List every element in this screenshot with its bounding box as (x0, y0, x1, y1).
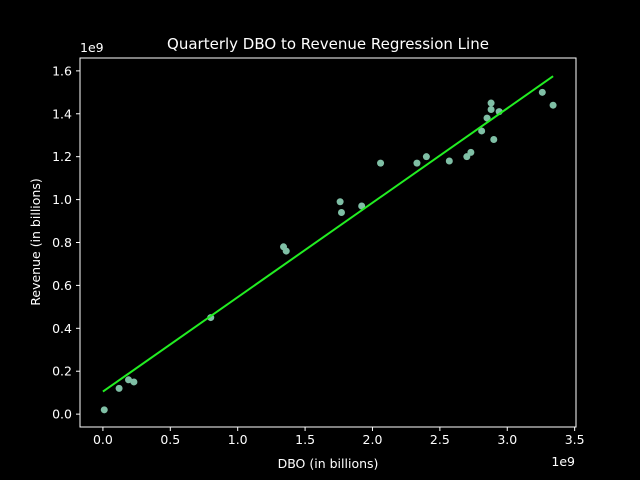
x-tick-label: 1.5 (295, 432, 315, 447)
data-point (377, 159, 385, 167)
regression-line (102, 75, 554, 393)
y-tick-label: 0.0 (52, 407, 72, 422)
data-point (125, 376, 133, 384)
x-tick-label: 0.0 (93, 432, 113, 447)
data-point (413, 159, 421, 167)
data-point (483, 114, 491, 122)
x-tick-label: 2.0 (363, 432, 383, 447)
data-point (358, 202, 366, 210)
x-axis-label: DBO (in billions) (278, 456, 379, 471)
y-tick-label: 0.8 (52, 235, 72, 250)
y-tick-label: 0.6 (52, 278, 72, 293)
y-tick-label: 1.0 (52, 192, 72, 207)
plot-area (100, 75, 557, 414)
data-point (337, 208, 345, 216)
x-tick-label: 3.0 (497, 432, 517, 447)
data-point (336, 198, 344, 206)
data-point (282, 247, 290, 255)
data-point (130, 378, 138, 386)
y-tick-label: 1.6 (52, 63, 72, 78)
chart-title: Quarterly DBO to Revenue Regression Line (167, 35, 489, 53)
y-tick-label: 1.4 (52, 106, 72, 121)
x-axis-offset-label: 1e9 (551, 454, 575, 469)
y-tick-label: 1.2 (52, 149, 72, 164)
x-tick-label: 2.5 (430, 432, 450, 447)
data-point (487, 99, 495, 107)
data-point (538, 88, 546, 96)
x-tick-label: 0.5 (160, 432, 180, 447)
data-point (478, 127, 486, 135)
y-axis: 0.0 0.2 0.4 0.6 0.8 1.0 1.2 1.4 1.6 (52, 63, 80, 422)
y-axis-label: Revenue (in billions) (28, 178, 43, 305)
data-point (445, 157, 453, 165)
data-point (490, 136, 498, 144)
data-point (115, 384, 123, 392)
data-point (467, 148, 475, 156)
x-tick-label: 1.0 (228, 432, 248, 447)
y-tick-label: 0.2 (52, 364, 72, 379)
data-point (100, 406, 108, 414)
y-tick-label: 0.4 (52, 321, 72, 336)
x-tick-label: 3.5 (565, 432, 585, 447)
x-axis: 0.0 0.5 1.0 1.5 2.0 2.5 3.0 3.5 (93, 427, 585, 447)
data-point (487, 105, 495, 113)
data-point (422, 153, 430, 161)
data-point (549, 101, 557, 109)
y-axis-offset-label: 1e9 (80, 40, 104, 55)
